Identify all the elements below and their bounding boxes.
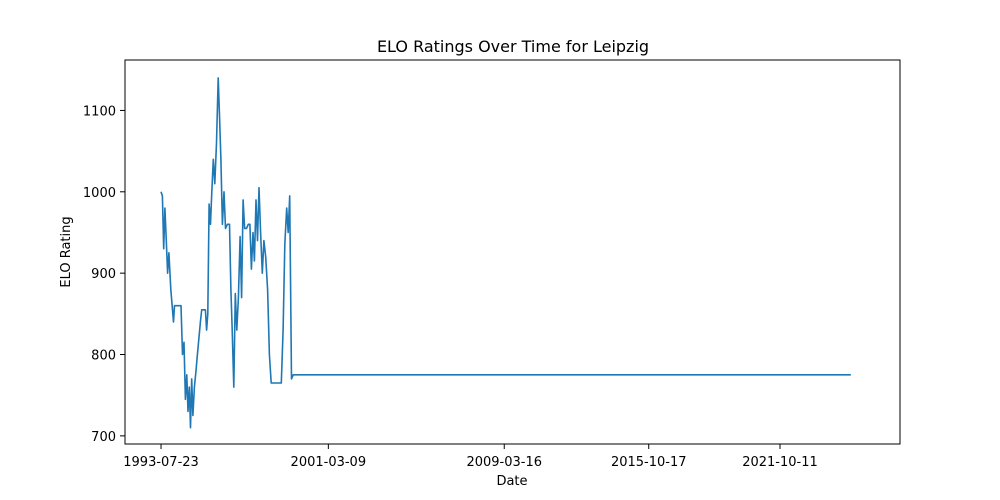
- x-axis-title: Date: [496, 474, 527, 489]
- y-tick-label: 700: [91, 430, 116, 445]
- series-line: [160, 77, 851, 429]
- y-tick-label: 900: [91, 267, 116, 282]
- x-axis: 1993-07-23 2001-03-09 2009-03-16 2015-10-17…: [123, 444, 818, 470]
- y-tick-label: 1100: [83, 104, 116, 119]
- x-tick-label: 2009-03-16: [466, 455, 542, 470]
- x-tick-label: 2021-10-11: [742, 455, 818, 470]
- x-tick-label: 1993-07-23: [123, 455, 199, 470]
- chart-title: ELO Ratings Over Time for Leipzig: [377, 37, 649, 56]
- y-axis: 700 800 900 1000 1100: [83, 104, 125, 445]
- y-tick-label: 1000: [83, 186, 116, 201]
- x-tick-label: 2015-10-17: [611, 455, 687, 470]
- y-tick-label: 800: [91, 349, 116, 364]
- plot-area: [160, 77, 851, 429]
- axes-frame: [124, 59, 901, 445]
- x-tick-label: 2001-03-09: [291, 455, 367, 470]
- y-axis-title: ELO Rating: [59, 216, 74, 287]
